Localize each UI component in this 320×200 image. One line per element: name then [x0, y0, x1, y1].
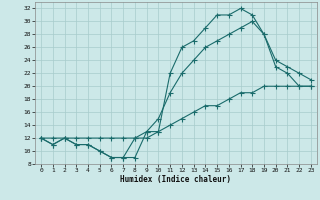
X-axis label: Humidex (Indice chaleur): Humidex (Indice chaleur) [121, 175, 231, 184]
